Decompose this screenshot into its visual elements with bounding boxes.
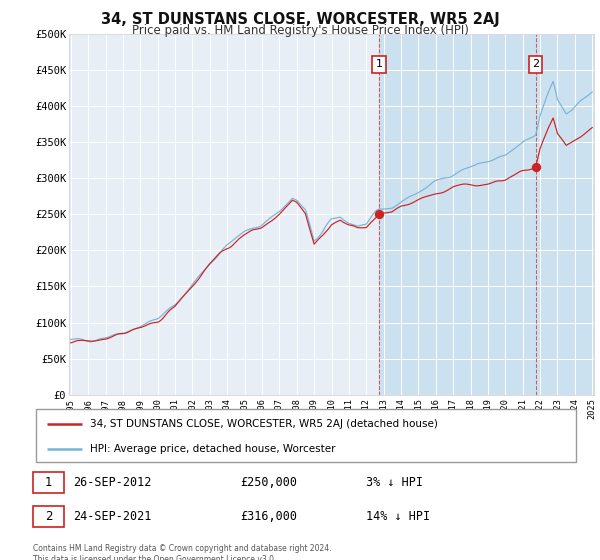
Text: 34, ST DUNSTANS CLOSE, WORCESTER, WR5 2AJ (detached house): 34, ST DUNSTANS CLOSE, WORCESTER, WR5 2A…	[90, 419, 438, 429]
Text: HPI: Average price, detached house, Worcester: HPI: Average price, detached house, Worc…	[90, 444, 335, 454]
Text: 2: 2	[532, 59, 539, 69]
Point	[374, 210, 384, 219]
Text: 14% ↓ HPI: 14% ↓ HPI	[366, 510, 430, 523]
Bar	[379, 34, 594, 395]
Text: 26-SEP-2012: 26-SEP-2012	[73, 476, 152, 489]
Text: 24-SEP-2021: 24-SEP-2021	[73, 510, 152, 523]
Text: 1: 1	[45, 476, 52, 489]
FancyBboxPatch shape	[33, 506, 64, 527]
Text: 2: 2	[45, 510, 52, 523]
Text: 34, ST DUNSTANS CLOSE, WORCESTER, WR5 2AJ: 34, ST DUNSTANS CLOSE, WORCESTER, WR5 2A…	[101, 12, 499, 27]
FancyBboxPatch shape	[36, 409, 576, 462]
Text: £316,000: £316,000	[240, 510, 297, 523]
Text: Contains HM Land Registry data © Crown copyright and database right 2024.
This d: Contains HM Land Registry data © Crown c…	[33, 544, 331, 560]
Text: Price paid vs. HM Land Registry's House Price Index (HPI): Price paid vs. HM Land Registry's House …	[131, 24, 469, 36]
Text: 3% ↓ HPI: 3% ↓ HPI	[366, 476, 423, 489]
Text: 1: 1	[376, 59, 383, 69]
Text: £250,000: £250,000	[240, 476, 297, 489]
Point	[531, 162, 541, 171]
FancyBboxPatch shape	[33, 472, 64, 493]
